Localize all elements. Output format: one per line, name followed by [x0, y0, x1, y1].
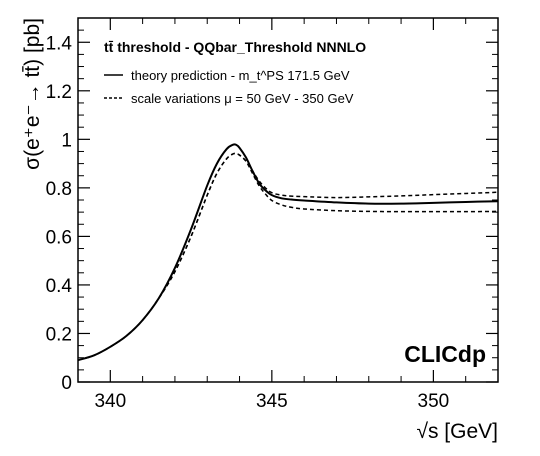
scale-variation-line [77, 152, 499, 361]
legend-entry-scale: scale variations μ = 50 GeV - 350 GeV [131, 91, 354, 106]
x-axis-title: √s [GeV] [416, 420, 498, 443]
y-axis-title: σ(e⁺e⁻→ tt̄) [pb] [21, 18, 44, 170]
clicdp-label: CLICdp [404, 341, 486, 367]
legend-entry-theory: theory prediction - m_t^PS 171.5 GeV [131, 68, 350, 83]
y-tick-label: 0.2 [46, 324, 72, 345]
x-tick-label: 340 [94, 391, 126, 412]
data-series [77, 143, 499, 362]
y-tick-label: 0.4 [46, 276, 73, 297]
x-tick-label: 350 [418, 391, 450, 412]
y-tick-label: 1.2 [46, 82, 72, 103]
theory-prediction-line [77, 143, 499, 362]
scale-variation-line [77, 152, 499, 361]
x-tick-label: 345 [256, 391, 288, 412]
y-tick-label: 1.4 [46, 33, 73, 54]
axis-tick-labels: 340 345 350 0 0.2 0.4 0.6 0.8 1 1.2 1.4 [46, 33, 450, 412]
axis-ticks [77, 17, 499, 383]
y-tick-label: 0.6 [46, 227, 72, 248]
legend-header: tt̄ threshold - QQbar_Threshold NNNLO [104, 39, 366, 55]
y-tick-label: 0 [61, 373, 72, 394]
legend: tt̄ threshold - QQbar_Threshold NNNLO th… [104, 39, 366, 106]
y-tick-label: 1 [61, 130, 72, 151]
y-tick-label: 0.8 [46, 179, 72, 200]
